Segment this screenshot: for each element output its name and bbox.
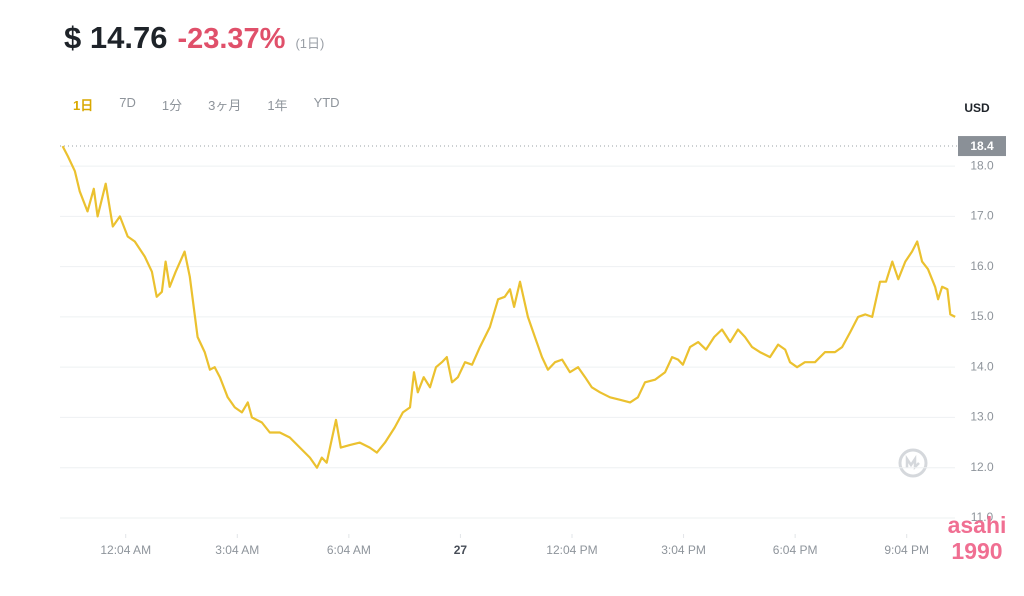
x-tick-label: 6:04 AM (327, 543, 371, 557)
range-tab[interactable]: 3ヶ月 (208, 98, 242, 113)
reference-label: 18.4 (970, 139, 994, 153)
currency-label: USD (964, 101, 990, 115)
y-tick-label: 16.0 (970, 259, 994, 273)
y-tick-label: 13.0 (970, 410, 994, 424)
x-tick-label: 9:04 PM (884, 543, 929, 557)
range-tab[interactable]: YTD (313, 95, 340, 110)
watermark-line: 1990 (951, 538, 1003, 564)
range-tab[interactable]: 7D (119, 95, 136, 110)
logo (898, 448, 928, 478)
y-tick-label: 12.0 (970, 460, 994, 474)
reference-tag (958, 136, 1006, 157)
change: -23.37% (177, 23, 286, 55)
range-tabs: 1日 7D 1分 3ヶ月 1年 YTD (73, 95, 366, 114)
x-tick-label: 3:04 PM (661, 543, 706, 557)
y-tick-label: 17.0 (970, 209, 994, 223)
y-tick-label: 11.0 (971, 510, 994, 524)
x-tick-label: 3:04 AM (215, 543, 259, 557)
x-tick-label: 12:04 AM (100, 543, 151, 557)
range-tab[interactable]: 1分 (161, 98, 183, 113)
range-tab[interactable]: 1年 (267, 98, 288, 113)
x-tick-label: 27 (454, 543, 468, 557)
x-tick-label: 12:04 PM (546, 543, 597, 557)
range-tab[interactable]: 1日 (73, 98, 94, 113)
period: (1日) (295, 36, 325, 51)
y-tick-label: 15.0 (970, 309, 994, 323)
header: $ 14.76 -23.37% (1日) (64, 20, 324, 56)
price: $ 14.76 (64, 20, 168, 55)
watermark: asahi 1990 (938, 512, 1016, 564)
y-tick-label: 14.0 (970, 359, 994, 373)
price-line (61, 145, 956, 469)
watermark-line: asahi (947, 512, 1007, 538)
y-tick-label: 18.0 (970, 158, 994, 172)
x-tick-label: 6:04 PM (773, 543, 818, 557)
